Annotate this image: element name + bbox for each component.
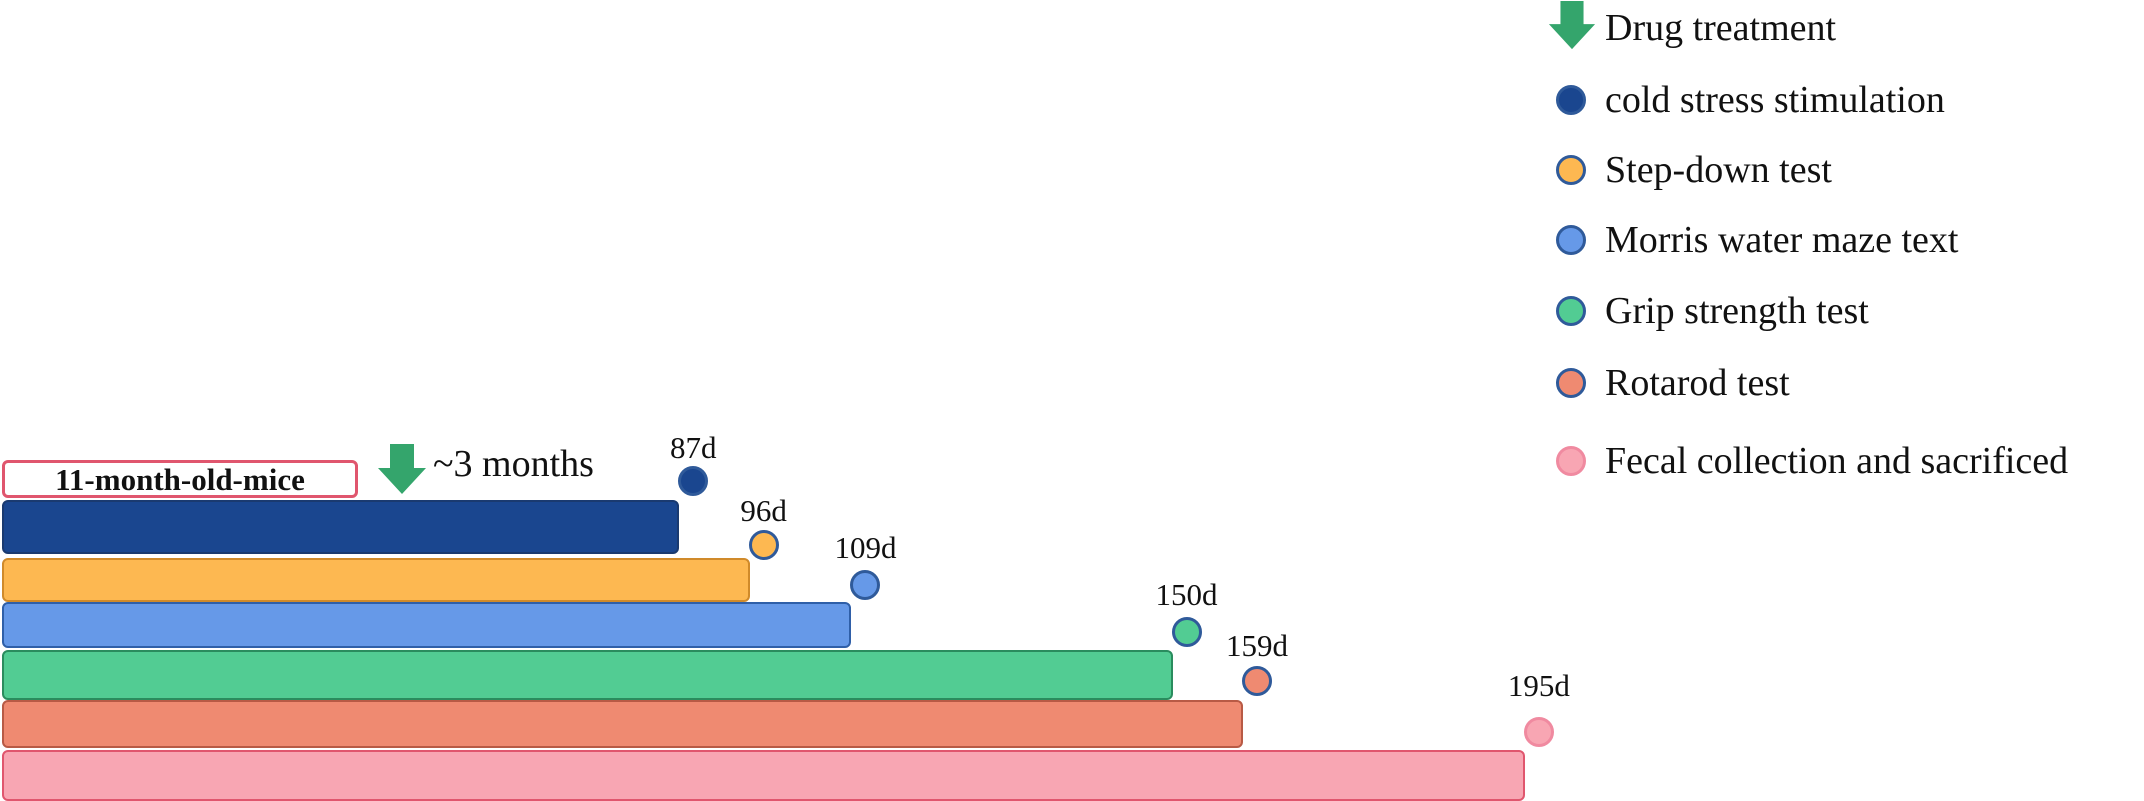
treatment-arrow-icon — [378, 444, 426, 494]
timeline-event-dot — [850, 570, 881, 600]
legend-label: Grip strength test — [1605, 290, 1869, 332]
timeline-day-label: 109d — [834, 530, 897, 565]
timeline-event-dot — [1241, 666, 1272, 696]
legend-color-dot — [1556, 446, 1586, 476]
legend-label: Step-down test — [1605, 149, 1832, 191]
timeline-bar — [2, 650, 1173, 700]
legend-label: Fecal collection and sacrificed — [1605, 440, 2069, 482]
down-arrow-icon — [1548, 1, 1596, 50]
timeline-bar — [2, 750, 1525, 801]
start-age-box: 11-month-old-mice — [2, 460, 358, 498]
timeline-bar — [2, 500, 680, 554]
timeline-day-label: 195d — [1507, 668, 1570, 703]
timeline-event-dot — [1171, 617, 1202, 647]
legend-label: cold stress stimulation — [1605, 79, 1945, 121]
legend-color-dot — [1556, 225, 1586, 255]
legend-color-dot — [1556, 155, 1586, 185]
timeline-event-dot — [1523, 717, 1554, 747]
legend-color-dot — [1556, 85, 1586, 115]
legend-label: Rotarod test — [1605, 362, 1790, 404]
timeline-day-label: 150d — [1155, 577, 1218, 612]
legend-color-dot — [1556, 296, 1586, 326]
timeline-event-dot — [678, 466, 709, 496]
timeline-bar — [2, 700, 1243, 748]
legend-color-dot — [1556, 368, 1586, 398]
timeline-day-label: 96d — [740, 493, 787, 528]
timeline-day-label: 87d — [669, 430, 717, 465]
treatment-duration-label: ~3 months — [433, 443, 594, 485]
legend-label: Drug treatment — [1605, 7, 1837, 49]
timeline-bar — [2, 602, 852, 648]
timeline-event-dot — [748, 530, 779, 560]
legend-label: Morris water maze text — [1605, 219, 1959, 261]
timeline-bar — [2, 558, 750, 602]
timeline-day-label: 159d — [1225, 628, 1288, 663]
